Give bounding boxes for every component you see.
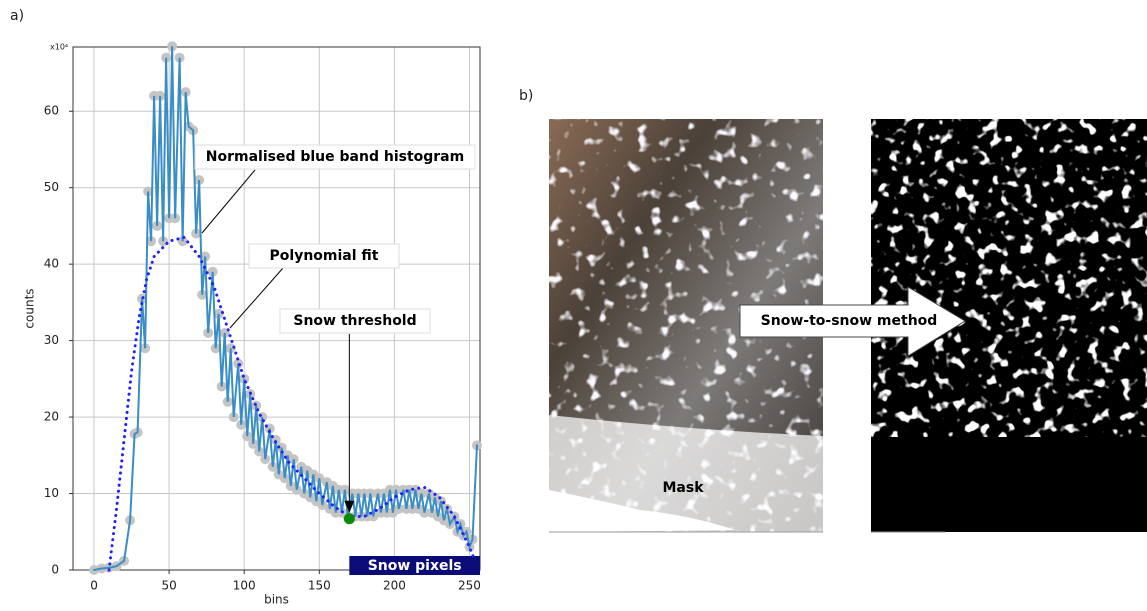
mask-label: Mask [662,480,704,496]
y-tick-label: 30 [44,333,59,347]
x-tick-label: 0 [90,579,98,593]
y-multiplier: x10⁴ [50,43,68,52]
snow-mask [871,119,1147,533]
x-tick-label: 50 [161,579,176,593]
panel-label: a) [10,8,24,24]
series-line [93,46,478,571]
annotation-box [194,144,476,170]
annotation: Polynomial fit [270,248,379,264]
plot-frame [72,46,481,571]
arrow [739,286,966,357]
y-tick-label: 50 [44,180,59,194]
annotation: Normalised blue band histogram [206,149,464,165]
x-tick-label: 200 [383,579,406,593]
panel-label: b) [519,88,533,104]
threshold-point [343,513,355,525]
annotation: Snow threshold [293,313,416,329]
y-tick-label: 10 [44,486,59,500]
y-tick-label: 20 [44,410,59,424]
x-tick-label: 100 [233,579,256,593]
y-tick-label: 0 [51,563,59,577]
x-tick-label: 150 [308,579,331,593]
region [349,556,480,575]
y-axis-label: counts [23,288,37,328]
x-axis-label: bins [264,593,289,607]
region-label: Snow pixels [368,558,462,574]
series-line [107,235,476,572]
y-tick-label: 40 [44,257,59,271]
leader [229,267,284,329]
arrow-head [344,500,355,513]
annotation-box [279,308,431,334]
x-tick-label: 250 [458,579,481,593]
annotation-box [248,243,400,269]
leader [201,169,256,234]
arrow-label: Snow-to-snow method [761,313,938,329]
y-tick-label: 60 [44,104,59,118]
